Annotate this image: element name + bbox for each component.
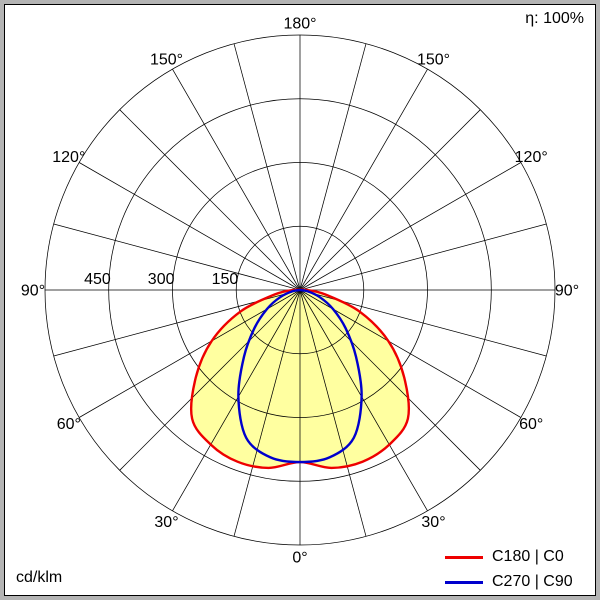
radial-axis-label: 450	[84, 271, 111, 288]
angle-label: 30°	[421, 514, 445, 531]
angle-label: 120°	[52, 149, 85, 166]
radial-axis-label: 300	[148, 271, 175, 288]
angle-label: 180°	[283, 16, 316, 33]
legend-line-blue	[445, 580, 483, 584]
angle-label: 0°	[292, 550, 307, 567]
angle-label: 150°	[150, 51, 183, 68]
radial-axis-labels: 150 300 450	[84, 271, 238, 288]
legend: C180 | C0 C270 | C90	[445, 548, 586, 591]
angle-label: 30°	[154, 514, 178, 531]
series-curve-0	[189, 288, 411, 470]
legend-label-c270-c90: C270 | C90	[492, 573, 573, 590]
angle-label: 120°	[515, 149, 548, 166]
unit-label: cd/klm	[16, 569, 63, 586]
legend-line-red	[445, 555, 483, 559]
legend-item-c180-c0: C180 | C0	[445, 548, 586, 566]
efficiency-label: η: 100%	[525, 10, 584, 27]
legend-label-c180-c0: C180 | C0	[492, 548, 564, 565]
angle-labels: 0° 30° 30° 60° 60° 90° 90° 120° 120° 150° 150° 180°	[21, 16, 579, 567]
angle-label: 150°	[417, 51, 450, 68]
angle-label: 60°	[519, 416, 543, 433]
angle-label: 90°	[21, 283, 45, 300]
legend-item-c270-c90: C270 | C90	[445, 573, 586, 591]
angle-label: 90°	[555, 283, 579, 300]
radial-axis-label: 150	[212, 271, 239, 288]
angle-label: 60°	[57, 416, 81, 433]
series-curve-1	[237, 288, 363, 464]
